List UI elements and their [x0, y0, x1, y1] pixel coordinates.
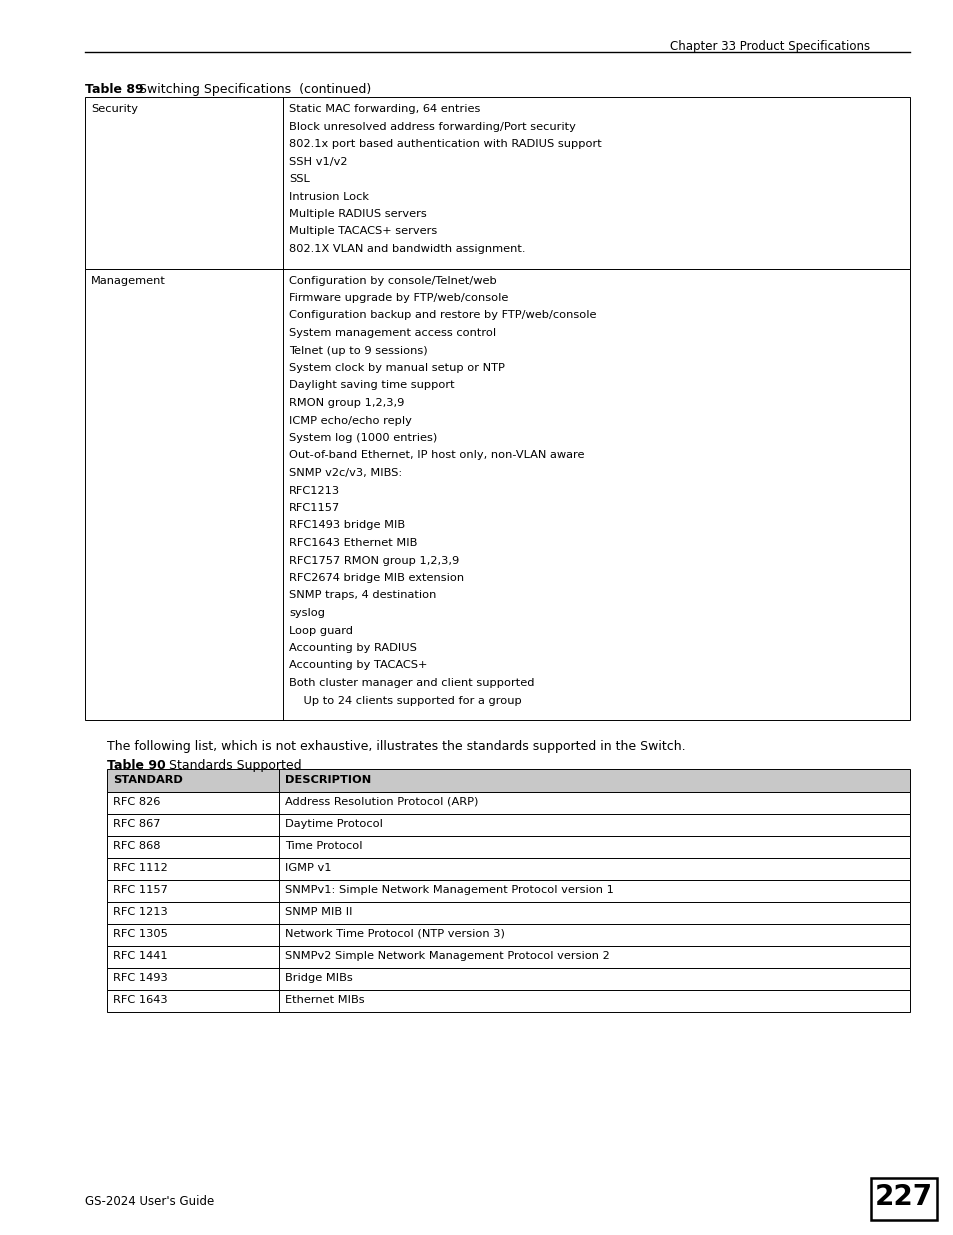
Text: Daytime Protocol: Daytime Protocol	[285, 819, 382, 829]
Bar	[107, 769, 909, 792]
Text: Chapter 33 Product Specifications: Chapter 33 Product Specifications	[669, 40, 869, 53]
Bar	[107, 858, 909, 881]
Bar	[107, 946, 909, 968]
Text: RFC 1493: RFC 1493	[112, 973, 168, 983]
Text: 802.1x port based authentication with RADIUS support: 802.1x port based authentication with RA…	[289, 140, 601, 149]
Text: RFC1757 RMON group 1,2,3,9: RFC1757 RMON group 1,2,3,9	[289, 556, 458, 566]
Text: Firmware upgrade by FTP/web/console: Firmware upgrade by FTP/web/console	[289, 293, 508, 303]
Text: Accounting by RADIUS: Accounting by RADIUS	[289, 643, 416, 653]
Text: SNMP MIB II: SNMP MIB II	[285, 906, 352, 918]
Text: Out-of-band Ethernet, IP host only, non-VLAN aware: Out-of-band Ethernet, IP host only, non-…	[289, 451, 584, 461]
Text: RFC 1157: RFC 1157	[112, 885, 168, 895]
Text: Configuration by console/Telnet/web: Configuration by console/Telnet/web	[289, 275, 497, 285]
Text: The following list, which is not exhaustive, illustrates the standards supported: The following list, which is not exhaust…	[107, 740, 685, 753]
Text: RFC 1213: RFC 1213	[112, 906, 168, 918]
Bar	[85, 98, 909, 268]
Text: RFC 868: RFC 868	[112, 841, 160, 851]
Text: Intrusion Lock: Intrusion Lock	[289, 191, 369, 201]
Text: Block unresolved address forwarding/Port security: Block unresolved address forwarding/Port…	[289, 121, 576, 131]
Text: 227: 227	[874, 1183, 932, 1212]
Text: Multiple RADIUS servers: Multiple RADIUS servers	[289, 209, 426, 219]
Text: Security: Security	[91, 104, 138, 114]
Text: Both cluster manager and client supported: Both cluster manager and client supporte…	[289, 678, 534, 688]
Text: RFC 1112: RFC 1112	[112, 863, 168, 873]
Text: Ethernet MIBs: Ethernet MIBs	[285, 995, 364, 1005]
Text: DESCRIPTION: DESCRIPTION	[285, 776, 371, 785]
Text: Up to 24 clients supported for a group: Up to 24 clients supported for a group	[289, 695, 521, 705]
Text: Loop guard: Loop guard	[289, 625, 353, 636]
Text: SNMP traps, 4 destination: SNMP traps, 4 destination	[289, 590, 436, 600]
Text: System management access control: System management access control	[289, 329, 496, 338]
Text: RFC 1305: RFC 1305	[112, 929, 168, 939]
Text: RMON group 1,2,3,9: RMON group 1,2,3,9	[289, 398, 404, 408]
Bar	[107, 814, 909, 836]
Bar	[85, 268, 909, 720]
Text: RFC1157: RFC1157	[289, 503, 340, 513]
Text: SSL: SSL	[289, 174, 310, 184]
Text: Daylight saving time support: Daylight saving time support	[289, 380, 455, 390]
Text: System clock by manual setup or NTP: System clock by manual setup or NTP	[289, 363, 504, 373]
Bar	[107, 968, 909, 990]
Text: Telnet (up to 9 sessions): Telnet (up to 9 sessions)	[289, 346, 427, 356]
Bar	[107, 792, 909, 814]
Text: Configuration backup and restore by FTP/web/console: Configuration backup and restore by FTP/…	[289, 310, 596, 321]
Text: Time Protocol: Time Protocol	[285, 841, 362, 851]
Bar	[107, 990, 909, 1011]
Bar	[107, 902, 909, 924]
Text: syslog: syslog	[289, 608, 325, 618]
Text: Accounting by TACACS+: Accounting by TACACS+	[289, 661, 427, 671]
Text: SSH v1/v2: SSH v1/v2	[289, 157, 347, 167]
Text: SNMPv2 Simple Network Management Protocol version 2: SNMPv2 Simple Network Management Protoco…	[285, 951, 609, 961]
Text: RFC 1643: RFC 1643	[112, 995, 168, 1005]
Text: RFC1643 Ethernet MIB: RFC1643 Ethernet MIB	[289, 538, 416, 548]
Text: Network Time Protocol (NTP version 3): Network Time Protocol (NTP version 3)	[285, 929, 504, 939]
Text: Multiple TACACS+ servers: Multiple TACACS+ servers	[289, 226, 436, 236]
Bar	[107, 836, 909, 858]
Text: RFC2674 bridge MIB extension: RFC2674 bridge MIB extension	[289, 573, 464, 583]
Text: RFC 826: RFC 826	[112, 797, 160, 806]
Text: Switching Specifications  (continued): Switching Specifications (continued)	[127, 83, 371, 96]
Text: Static MAC forwarding, 64 entries: Static MAC forwarding, 64 entries	[289, 104, 480, 114]
Text: System log (1000 entries): System log (1000 entries)	[289, 433, 436, 443]
Text: RFC1493 bridge MIB: RFC1493 bridge MIB	[289, 520, 405, 531]
Text: Standards Supported: Standards Supported	[157, 760, 301, 772]
Text: STANDARD: STANDARD	[112, 776, 183, 785]
Text: RFC1213: RFC1213	[289, 485, 340, 495]
Text: IGMP v1: IGMP v1	[285, 863, 331, 873]
Text: Table 90: Table 90	[107, 760, 166, 772]
Bar	[107, 924, 909, 946]
Text: Bridge MIBs: Bridge MIBs	[285, 973, 353, 983]
Text: GS-2024 User's Guide: GS-2024 User's Guide	[85, 1195, 214, 1208]
Text: Address Resolution Protocol (ARP): Address Resolution Protocol (ARP)	[285, 797, 477, 806]
Text: Table 89: Table 89	[85, 83, 144, 96]
Text: RFC 1441: RFC 1441	[112, 951, 168, 961]
Text: SNMP v2c/v3, MIBS:: SNMP v2c/v3, MIBS:	[289, 468, 402, 478]
Text: RFC 867: RFC 867	[112, 819, 160, 829]
Text: Management: Management	[91, 275, 166, 285]
Text: 802.1X VLAN and bandwidth assignment.: 802.1X VLAN and bandwidth assignment.	[289, 245, 525, 254]
Bar	[107, 881, 909, 902]
Text: SNMPv1: Simple Network Management Protocol version 1: SNMPv1: Simple Network Management Protoc…	[285, 885, 613, 895]
Text: ICMP echo/echo reply: ICMP echo/echo reply	[289, 415, 412, 426]
Bar	[870, 1178, 936, 1220]
